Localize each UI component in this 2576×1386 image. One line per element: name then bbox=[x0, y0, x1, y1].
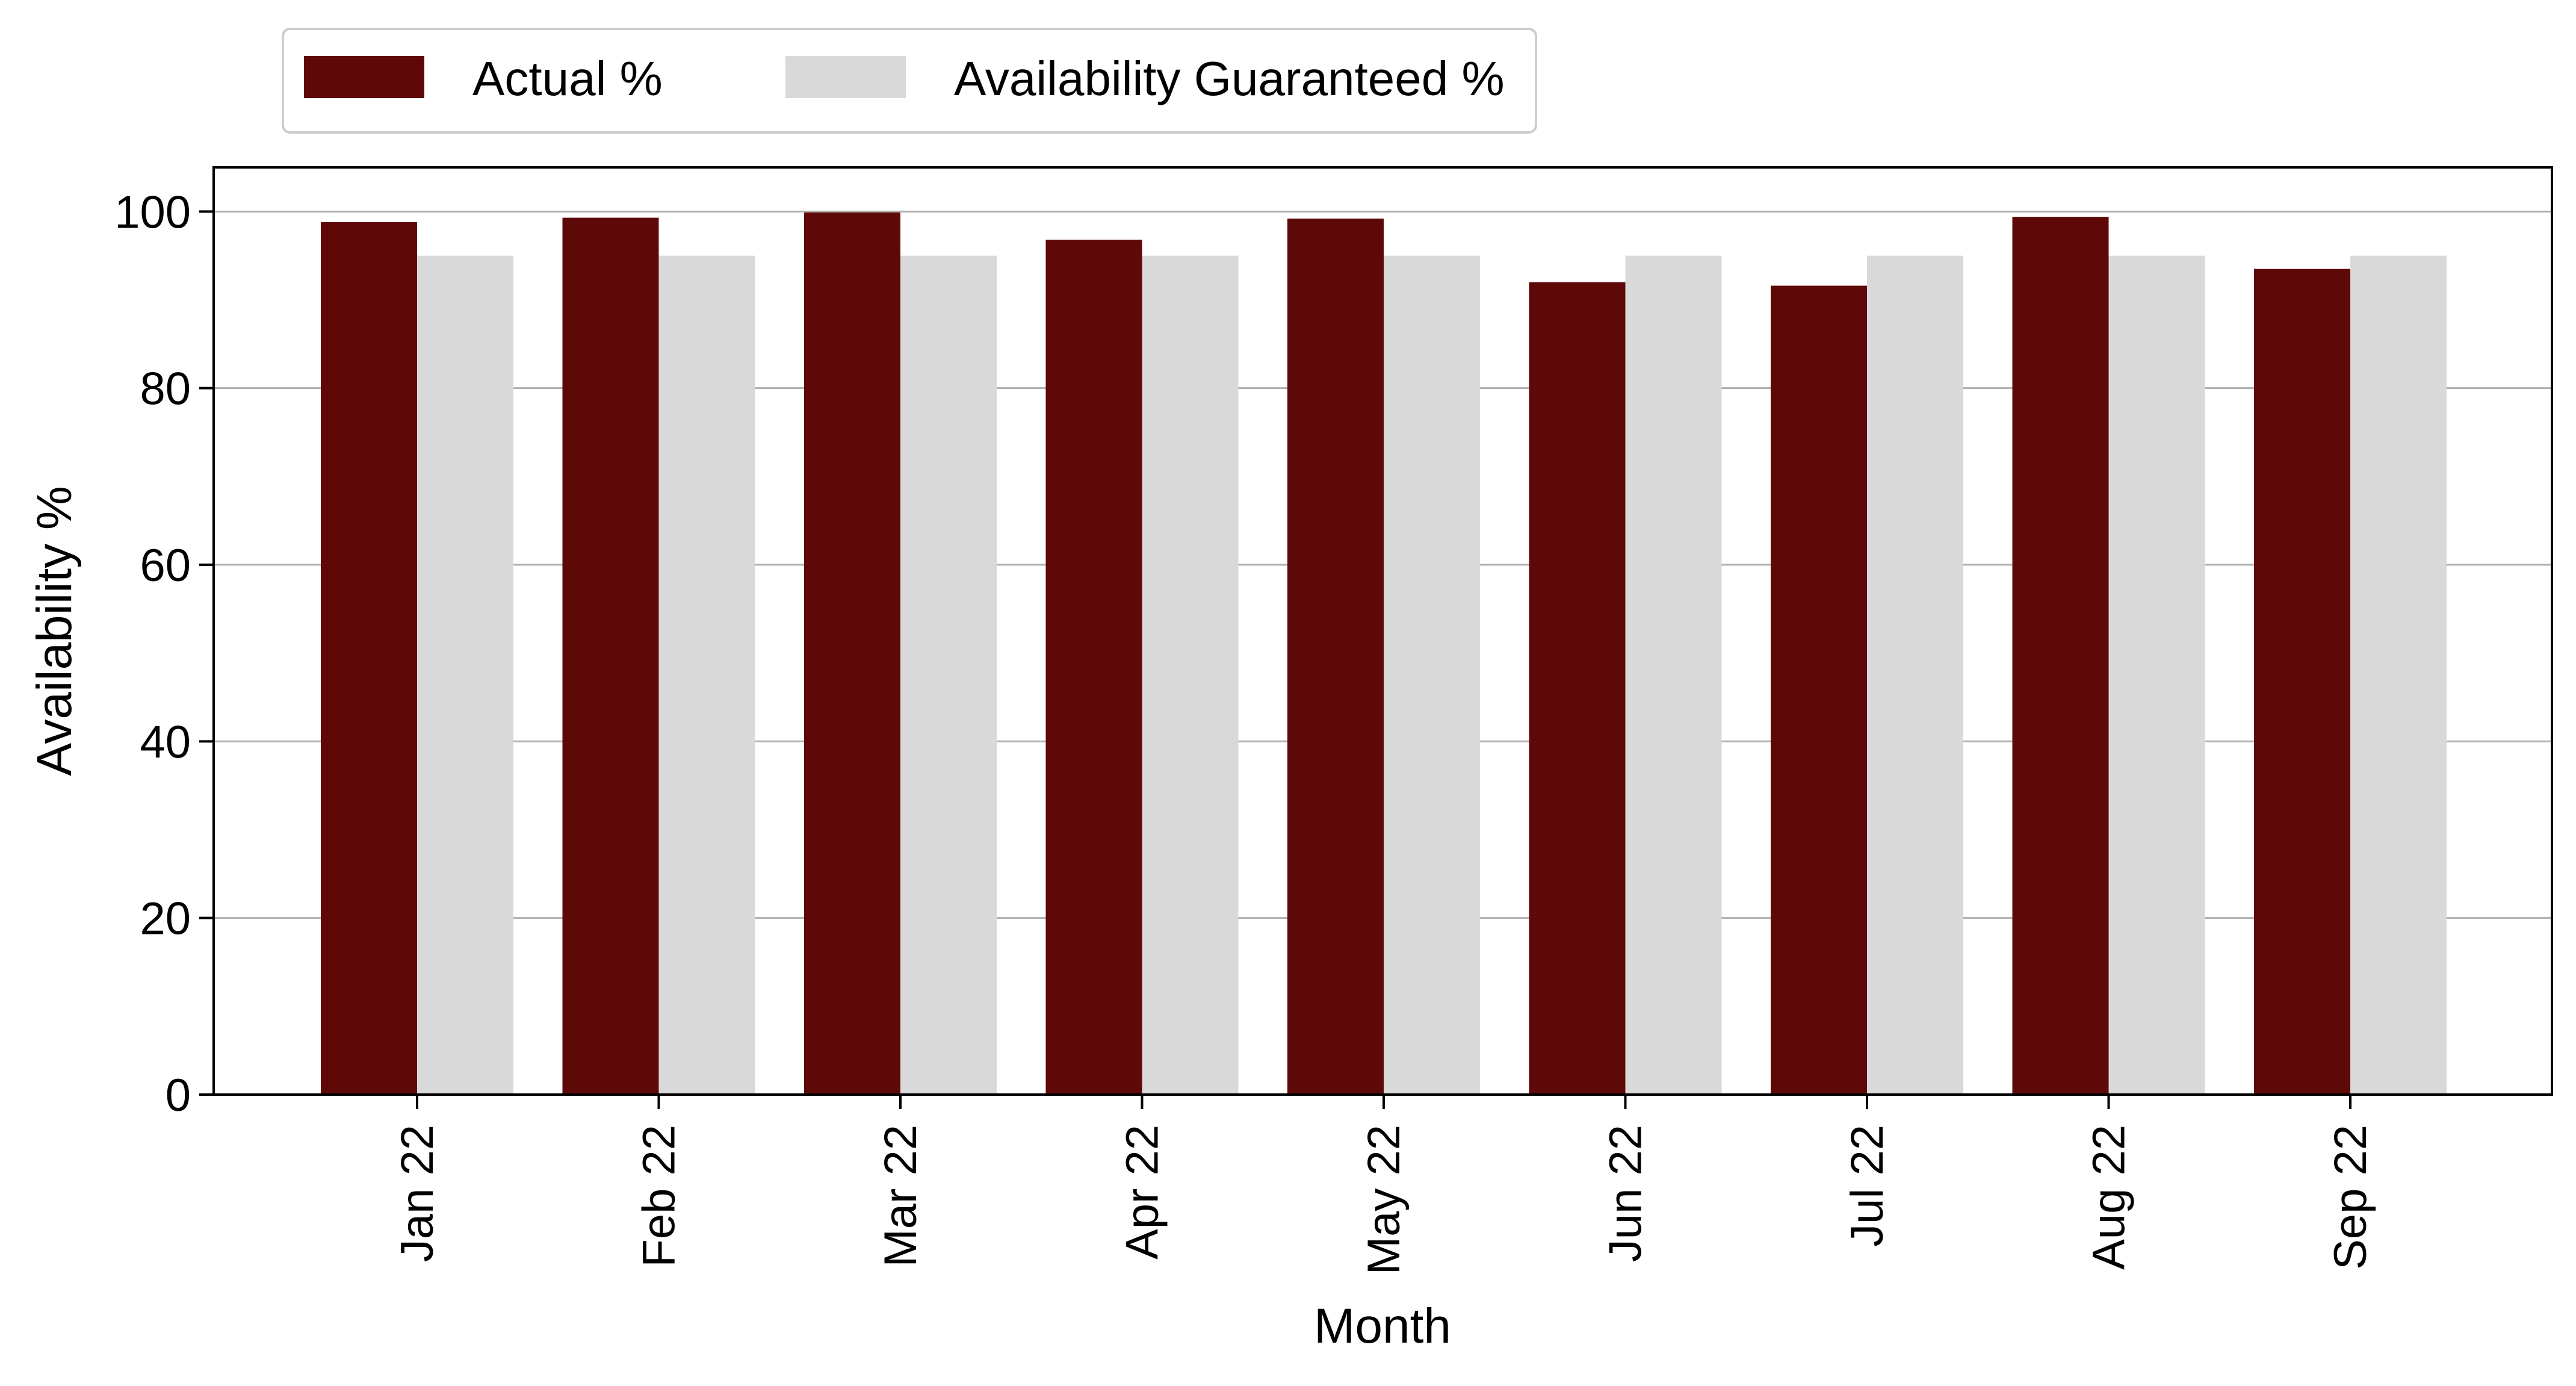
y-tick-label: 0 bbox=[166, 1070, 191, 1121]
bar-actual bbox=[2012, 217, 2109, 1095]
x-tick-label: Aug 22 bbox=[2084, 1125, 2135, 1270]
bar-guaranteed bbox=[1625, 255, 1722, 1095]
legend-label-actual: Actual % bbox=[472, 52, 663, 105]
x-axis-ticks: Jan 22 Feb 22 Mar 22 Apr 22 May 22 Jun 22 Jul … bbox=[392, 1095, 2376, 1275]
legend-swatch-actual bbox=[304, 56, 424, 98]
bar-guaranteed bbox=[1142, 255, 1239, 1095]
legend-swatch-guaranteed bbox=[785, 56, 906, 98]
bar-guaranteed bbox=[900, 255, 997, 1095]
bars bbox=[321, 212, 2447, 1095]
x-tick-label: Jun 22 bbox=[1600, 1125, 1652, 1262]
bar-guaranteed bbox=[1384, 255, 1480, 1095]
bar-actual bbox=[321, 222, 417, 1095]
y-tick-label: 100 bbox=[114, 187, 191, 238]
y-axis-ticks: 0 20 40 60 80 100 bbox=[114, 187, 214, 1121]
y-tick-label: 20 bbox=[140, 893, 191, 945]
legend-frame bbox=[282, 28, 1537, 134]
x-tick-label: Sep 22 bbox=[2325, 1125, 2376, 1270]
y-tick-label: 80 bbox=[140, 364, 191, 415]
bar-guaranteed bbox=[1867, 255, 1963, 1095]
bar-actual bbox=[562, 217, 659, 1095]
bar-guaranteed bbox=[417, 255, 513, 1095]
bar-actual bbox=[1771, 285, 1867, 1095]
x-tick-label: Jan 22 bbox=[392, 1125, 443, 1262]
bar-actual bbox=[1529, 282, 1626, 1095]
bar-actual bbox=[1045, 240, 1142, 1095]
bar-guaranteed bbox=[2108, 255, 2205, 1095]
x-tick-label: Apr 22 bbox=[1117, 1125, 1168, 1260]
x-tick-label: Mar 22 bbox=[875, 1125, 926, 1267]
y-tick-label: 40 bbox=[140, 716, 191, 768]
bar-actual bbox=[1287, 219, 1384, 1095]
x-tick-label: Feb 22 bbox=[634, 1125, 685, 1267]
x-axis-label: Month bbox=[1314, 1299, 1451, 1353]
legend-label-guaranteed: Availability Guaranteed % bbox=[954, 52, 1505, 105]
y-axis-label: Availability % bbox=[27, 486, 82, 776]
x-tick-label: May 22 bbox=[1358, 1125, 1410, 1275]
bar-guaranteed bbox=[2350, 255, 2447, 1095]
y-tick-label: 60 bbox=[140, 540, 191, 591]
x-tick-label: Jul 22 bbox=[1842, 1125, 1893, 1247]
bar-actual bbox=[804, 212, 900, 1095]
bar-guaranteed bbox=[658, 255, 755, 1095]
legend: Actual % Availability Guaranteed % bbox=[282, 28, 1537, 134]
bar-actual bbox=[2254, 269, 2350, 1095]
